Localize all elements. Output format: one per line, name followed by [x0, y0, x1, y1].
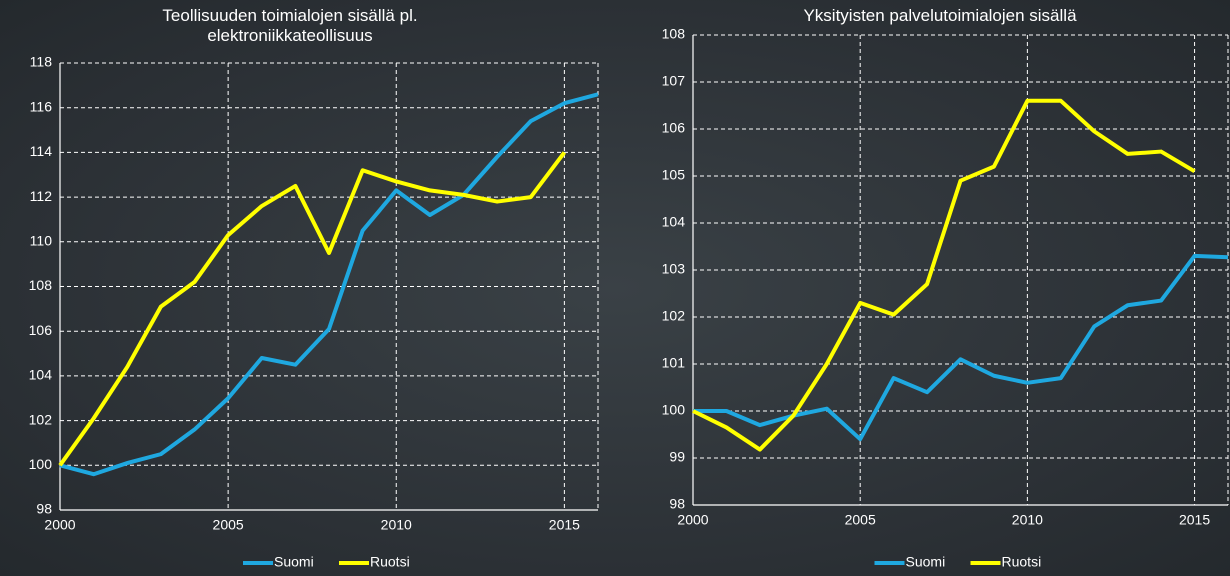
- y-tick-label: 108: [29, 277, 53, 293]
- chart-title: Yksityisten palvelutoimialojen sisällä: [803, 6, 1077, 25]
- y-tick-label: 110: [30, 233, 53, 249]
- y-tick-label: 105: [662, 167, 686, 183]
- y-tick-label: 107: [662, 73, 686, 89]
- x-tick-label: 2005: [213, 517, 244, 533]
- y-tick-label: 100: [662, 402, 686, 418]
- legend-label: Suomi: [274, 554, 314, 570]
- y-tick-label: 108: [662, 26, 686, 42]
- series-line: [58, 151, 566, 467]
- legend-label: Suomi: [906, 554, 946, 570]
- legend-label: Ruotsi: [1002, 554, 1042, 570]
- y-tick-label: 99: [669, 449, 685, 465]
- y-tick-label: 98: [669, 496, 685, 512]
- y-tick-label: 118: [30, 54, 53, 70]
- legend-label: Ruotsi: [370, 554, 410, 570]
- chart-title: Teollisuuden toimialojen sisällä pl. ele…: [162, 6, 418, 45]
- y-tick-label: 114: [30, 143, 53, 159]
- y-tick-label: 104: [662, 214, 686, 230]
- y-tick-label: 100: [29, 456, 53, 472]
- y-tick-label: 98: [36, 501, 52, 517]
- x-tick-label: 2005: [845, 512, 876, 528]
- y-tick-label: 116: [30, 98, 53, 114]
- y-tick-label: 103: [662, 261, 686, 277]
- x-tick-label: 2015: [549, 517, 580, 533]
- x-tick-label: 2000: [44, 517, 75, 533]
- y-tick-label: 102: [29, 411, 53, 427]
- x-tick-label: 2010: [381, 517, 412, 533]
- y-tick-label: 106: [29, 322, 53, 338]
- series-line: [692, 98, 1196, 452]
- series-line: [59, 92, 599, 477]
- y-tick-label: 104: [29, 367, 53, 383]
- y-tick-label: 101: [662, 355, 686, 371]
- x-tick-label: 2015: [1179, 512, 1210, 528]
- x-tick-label: 2000: [677, 512, 708, 528]
- x-tick-label: 2010: [1012, 512, 1043, 528]
- y-tick-label: 112: [30, 188, 53, 204]
- y-tick-label: 106: [662, 120, 686, 136]
- y-tick-label: 102: [662, 308, 686, 324]
- series-line: [693, 253, 1229, 442]
